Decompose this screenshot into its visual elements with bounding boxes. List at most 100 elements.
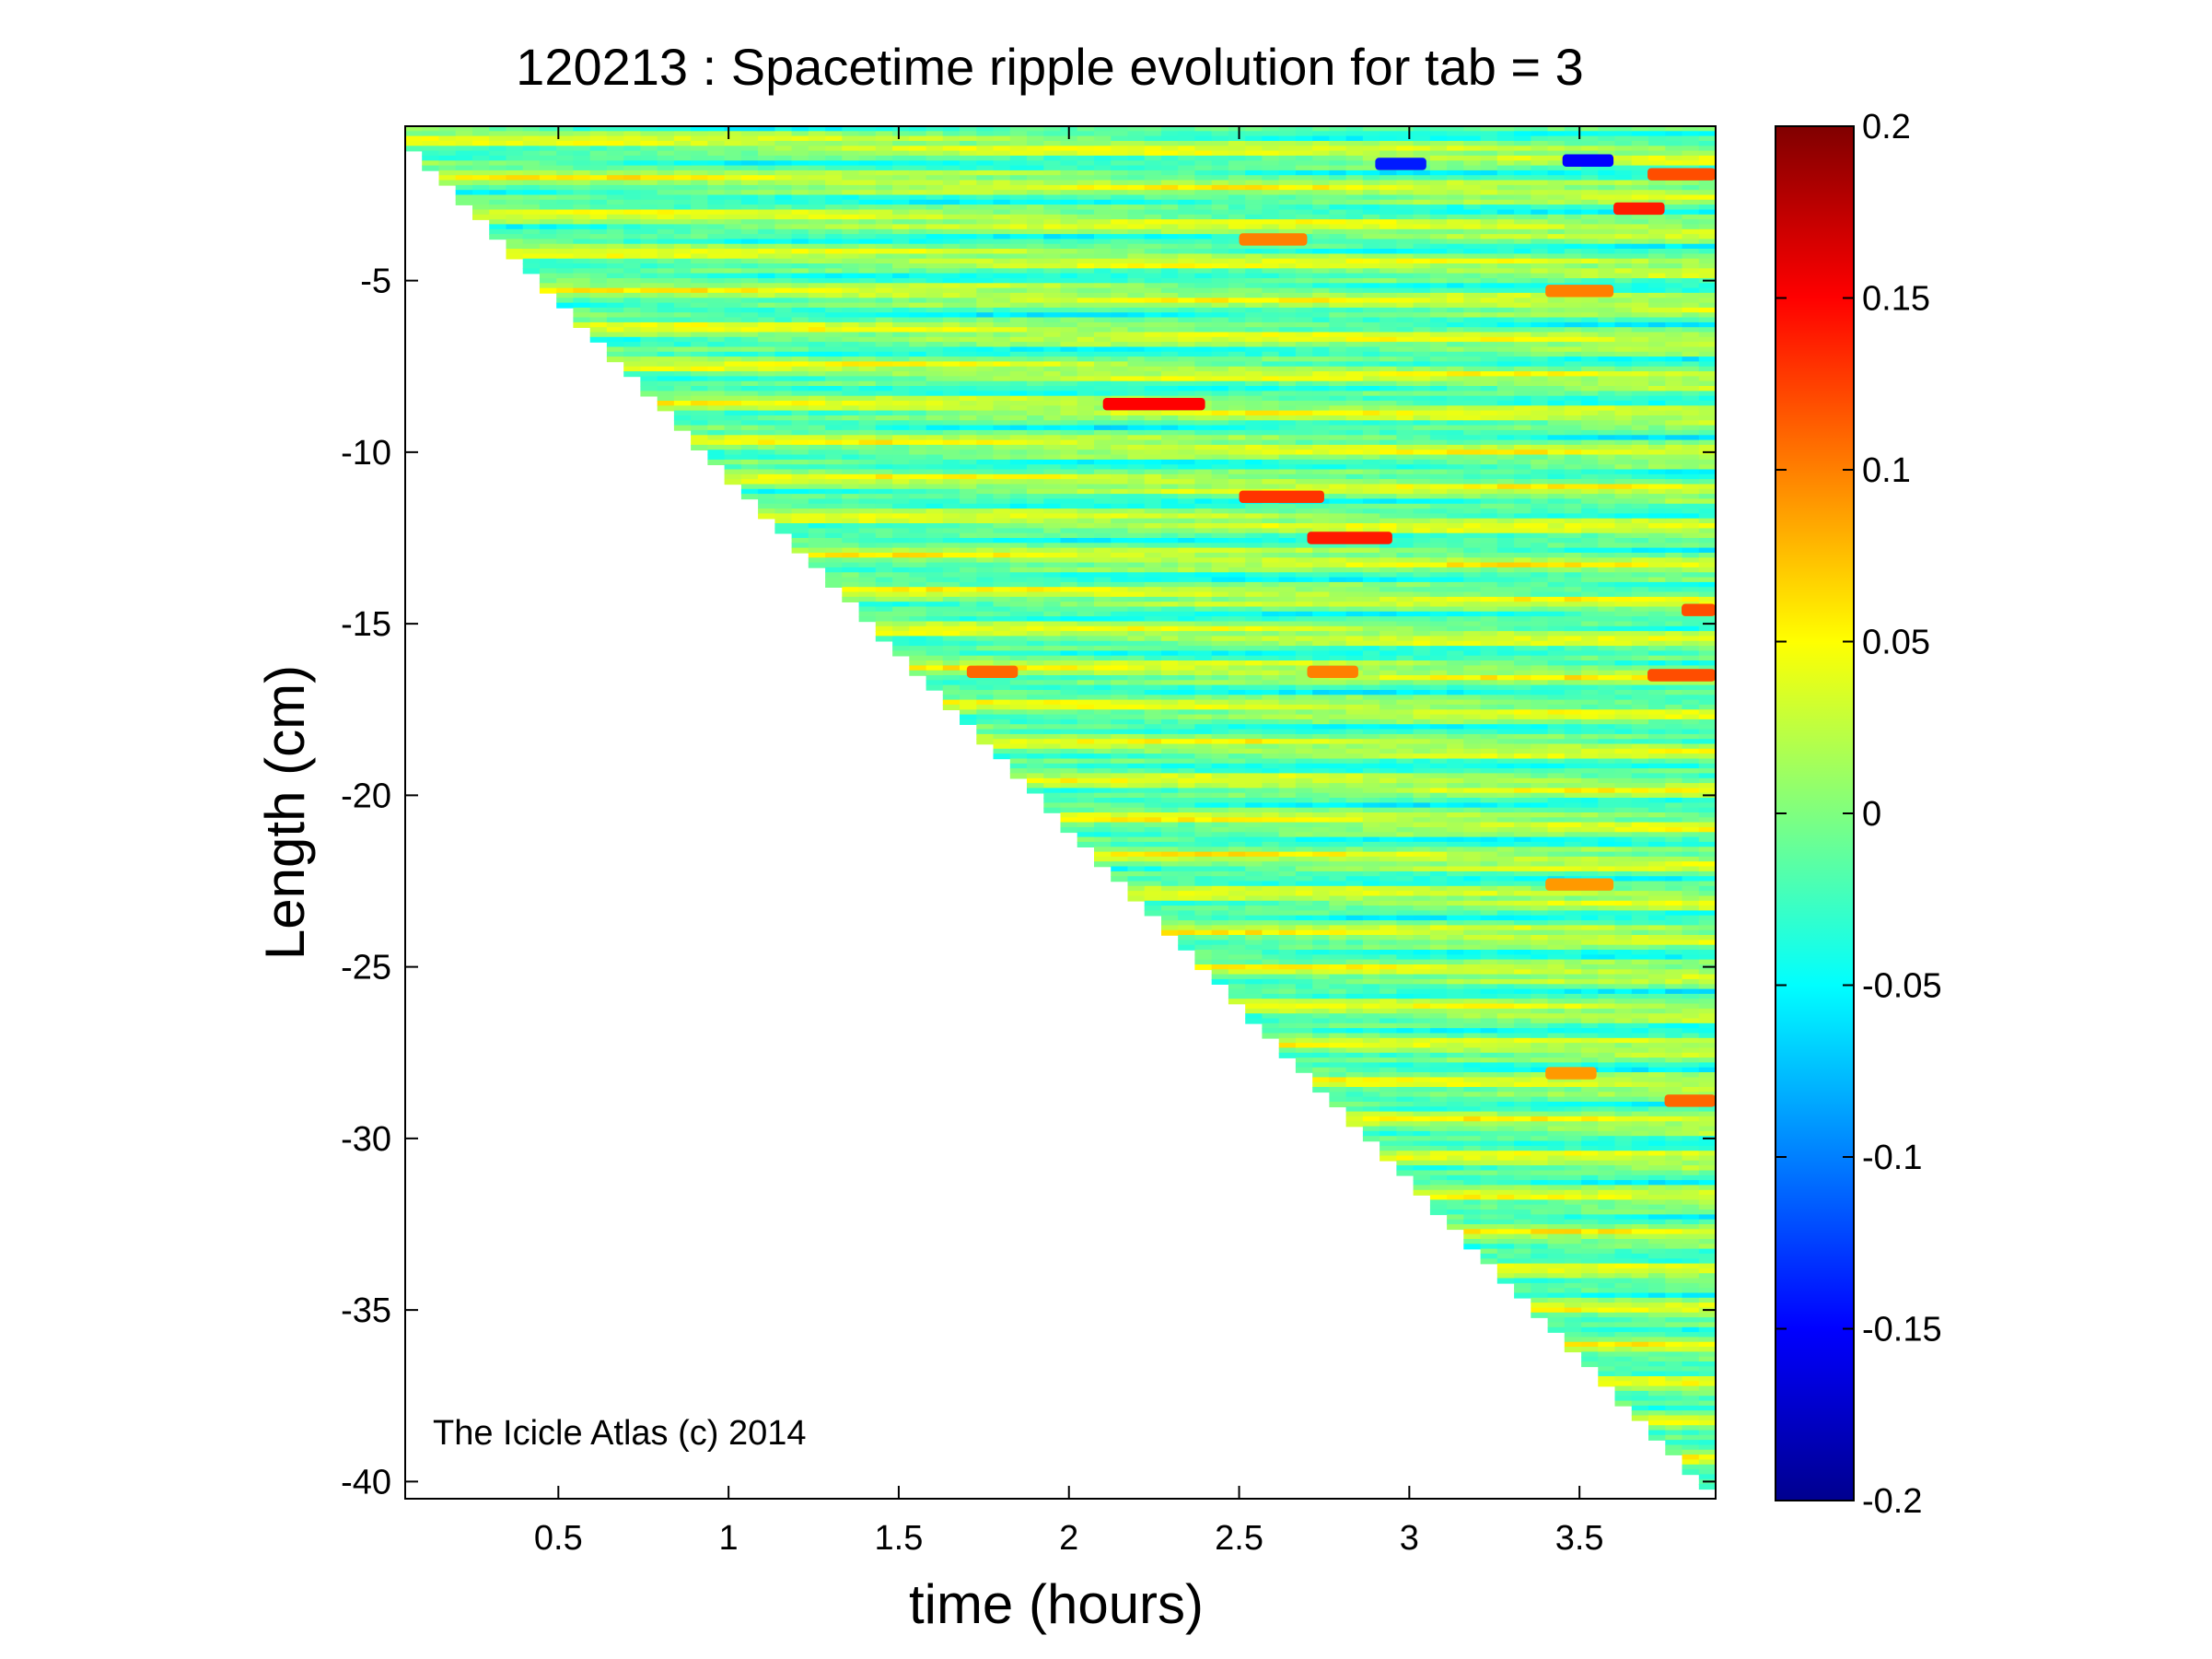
heatmap-cell [1043,160,1062,167]
heatmap-cell [791,488,809,495]
heatmap-cell [842,351,860,357]
heatmap-cell [1043,342,1062,348]
heatmap-cell [522,204,541,211]
heatmap-cell [1144,439,1162,446]
heatmap-cell [673,302,692,309]
heatmap-cell [1194,606,1213,613]
heatmap-cell [993,719,1011,725]
heatmap-cell [472,169,490,176]
heatmap-cell [707,249,726,255]
heatmap-cell [1211,817,1229,824]
heatmap-cell [892,160,911,167]
heatmap-cell [1178,263,1196,270]
heatmap-cell [1094,827,1112,834]
heatmap-cell [556,287,575,294]
heatmap-cell [842,146,860,152]
heatmap-cell [993,479,1011,485]
heatmap-cell [1043,126,1062,133]
heatmap-cell [993,439,1011,446]
heatmap-cell [1127,733,1146,740]
heatmap-cell [1111,429,1129,436]
heatmap-cell [1094,494,1112,500]
heatmap-cell [808,488,826,495]
heatmap-cell [791,141,809,147]
heatmap-cell [1094,748,1112,754]
heatmap-cell [1111,532,1129,539]
heatmap-cell [1211,699,1229,706]
heatmap-cell [976,572,995,578]
heatmap-cell [1194,587,1213,593]
heatmap-cell [1245,204,1263,211]
heatmap-cell [573,169,591,176]
heatmap-cell [606,204,624,211]
heatmap-cell [960,699,977,706]
heatmap-cell [1161,268,1179,275]
heatmap-cell [1245,920,1263,927]
heatmap-cell [691,141,709,147]
heatmap-cell [1144,234,1162,240]
heatmap-cell [909,199,927,205]
heatmap-cell [673,268,692,275]
heatmap-cell [740,351,759,357]
heatmap-cell [1043,625,1062,632]
heatmap-cell [842,292,860,298]
heatmap-cell [774,435,793,441]
heatmap-cell [1009,636,1028,642]
heatmap-cell [976,508,995,515]
heatmap-cell [606,258,624,264]
heatmap-cell [960,336,977,343]
heatmap-cell [1027,420,1044,426]
heatmap-cell [1111,298,1129,304]
heatmap-cell [1228,870,1246,877]
heatmap-cell [942,321,960,328]
heatmap-cell [556,209,575,216]
heatmap-cell [993,518,1011,524]
heatmap-cell [926,287,944,294]
heatmap-cell [960,444,977,450]
heatmap-cell [842,454,860,461]
heatmap-cell [1060,587,1078,593]
heatmap-cell [960,719,977,725]
heatmap-cell [1194,327,1213,333]
heatmap-cell [1211,807,1229,813]
heatmap-cell [1161,371,1179,378]
heatmap-cell [691,273,709,279]
heatmap-cell [1127,714,1146,720]
heatmap-cell [556,169,575,176]
heatmap-cell [1228,126,1246,133]
heatmap-cell [506,150,524,157]
heatmap-cell [960,366,977,372]
heatmap-cell [758,405,776,412]
heatmap-cell [657,287,675,294]
heatmap-cell [1178,287,1196,294]
heatmap-cell [976,538,995,544]
heatmap-cell [1077,733,1095,740]
heatmap-cell [1094,454,1112,461]
heatmap-cell [1245,606,1263,613]
heatmap-cell [724,190,742,196]
heatmap-cell [405,131,423,137]
heatmap-cell [942,332,960,338]
heatmap-cell [1178,228,1196,235]
heatmap-cell [1262,929,1280,936]
heatmap-cell [1111,239,1129,245]
heatmap-cell [1060,253,1078,260]
heatmap-cell [1211,724,1229,730]
heatmap-cell [1127,783,1146,789]
heatmap-cell [808,553,826,559]
heatmap-cell [1027,464,1044,471]
heatmap-cell [1077,180,1095,186]
heatmap-cell [673,366,692,372]
heatmap-cell [657,243,675,250]
heatmap-cell [842,518,860,524]
heatmap-cell [1144,739,1162,745]
heatmap-cell [1194,636,1213,642]
heatmap-cell [438,160,457,167]
heatmap-cell [1009,199,1028,205]
heatmap-cell [1127,807,1146,813]
heatmap-cell [606,346,624,353]
heatmap-cell [1009,513,1028,520]
heatmap-cell [573,292,591,298]
heatmap-cell [623,243,642,250]
heatmap-cell [875,165,893,171]
